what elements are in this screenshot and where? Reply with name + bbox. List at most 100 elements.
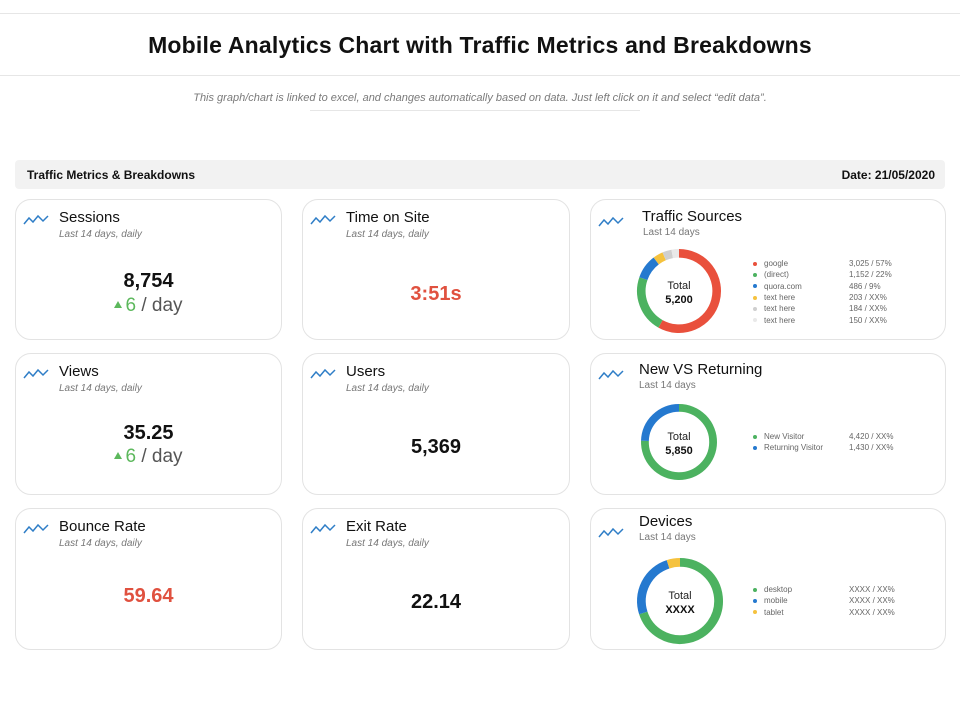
views-card: Views Last 14 days, daily 35.25 6 / day xyxy=(15,353,282,495)
views-rate: 6 / day xyxy=(16,446,281,468)
donut-slice-4 xyxy=(662,249,674,261)
legend-value: 184 / XX% xyxy=(849,304,887,314)
legend-swatch xyxy=(753,295,757,300)
sessions-card: Sessions Last 14 days, daily 8,754 6 / d… xyxy=(15,199,282,340)
legend-label: tablet xyxy=(764,607,784,617)
donut-slice-0 xyxy=(641,404,717,480)
card-subtitle: Last 14 days, daily xyxy=(346,538,429,549)
sessions-rate: 6 / day xyxy=(16,295,281,317)
card-title: Devices xyxy=(639,513,693,530)
card-title: Bounce Rate xyxy=(59,518,146,535)
legend-swatch xyxy=(753,261,757,266)
donut-slice-0 xyxy=(658,249,721,333)
legend-swatch xyxy=(753,434,757,439)
trend-line-icon xyxy=(23,368,49,379)
devices-card: Devices Last 14 days Total XXXX desktop XX… xyxy=(590,508,946,650)
donut-slice-0 xyxy=(639,558,723,644)
header-bar-label: Traffic Metrics & Breakdowns xyxy=(27,167,196,182)
card-title: New VS Returning xyxy=(639,361,763,378)
card-subtitle: Last 14 days xyxy=(643,227,700,238)
time-on-site-card: Time on Site Last 14 days, daily 3:51s xyxy=(302,199,570,340)
donut-center-label: Total xyxy=(668,590,691,602)
devices-legend: desktop XXXX / XX% mobile XXXX / XX% tablet X… xyxy=(753,584,895,618)
legend-item: text here 150 / XX% xyxy=(753,314,892,325)
legend-value: XXXX / XX% xyxy=(849,607,895,617)
legend-item: google 3,025 / 57% xyxy=(753,258,892,269)
traffic-sources-legend: google 3,025 / 57% (direct) 1,152 / 22% quor… xyxy=(753,258,892,326)
trend-line-icon xyxy=(310,368,336,379)
legend-item: Returning Visitor 1,430 / XX% xyxy=(753,442,893,453)
donut-center-label: Total xyxy=(667,431,690,443)
trend-line-icon xyxy=(598,216,624,227)
users-value: 5,369 xyxy=(410,436,462,458)
legend-label: (direct) xyxy=(764,270,789,280)
legend-label: google xyxy=(764,259,789,269)
card-title: Time on Site xyxy=(346,209,430,226)
legend-value: 3,025 / 57% xyxy=(849,259,892,269)
card-title: Exit Rate xyxy=(346,518,407,535)
legend-swatch xyxy=(753,318,757,323)
donut-center-value: XXXX xyxy=(665,604,695,616)
sessions-value: 8,754 xyxy=(123,270,174,292)
rate-unit: / day xyxy=(136,446,183,467)
donut-slice-5 xyxy=(671,249,680,259)
rate-number: 6 xyxy=(125,295,137,316)
bounce-rate-value: 59.64 xyxy=(123,585,174,607)
views-value: 35.25 xyxy=(123,422,174,444)
card-subtitle: Last 14 days xyxy=(639,380,696,391)
exit-rate-value: 22.14 xyxy=(410,591,462,613)
donut-slice-1 xyxy=(641,404,680,442)
new-vs-returning-legend: New Visitor 4,420 / XX% Returning Visitor 1… xyxy=(753,431,893,454)
legend-label: text here xyxy=(764,315,796,325)
legend-value: 1,152 / 22% xyxy=(849,270,892,280)
bounce-rate-card: Bounce Rate Last 14 days, daily 59.64 xyxy=(15,508,282,650)
legend-item: New Visitor 4,420 / XX% xyxy=(753,431,893,442)
legend-swatch xyxy=(753,272,757,277)
legend-label: mobile xyxy=(764,596,788,606)
legend-value: 203 / XX% xyxy=(849,293,887,303)
legend-swatch xyxy=(753,587,757,592)
trend-line-icon xyxy=(310,523,336,534)
devices-donut: Total XXXX xyxy=(637,558,723,644)
legend-item: tablet XXXX / XX% xyxy=(753,607,895,618)
rate-unit: / day xyxy=(136,295,183,316)
legend-swatch xyxy=(753,306,757,311)
time-on-site-value: 3:51s xyxy=(410,283,462,305)
legend-swatch xyxy=(753,598,757,603)
card-subtitle: Last 14 days, daily xyxy=(59,229,142,240)
trend-line-icon xyxy=(23,523,49,534)
header-bar: Traffic Metrics & Breakdowns Date: 21/05… xyxy=(15,160,945,189)
page-subtitle: This graph/chart is linked to excel, and… xyxy=(193,92,767,104)
donut-slice-2 xyxy=(639,257,659,281)
traffic-sources-card: Traffic Sources Last 14 days Total 5,200 … xyxy=(590,199,946,340)
up-arrow-icon xyxy=(114,301,123,308)
donut-slice-1 xyxy=(637,560,670,615)
top-divider xyxy=(0,13,960,14)
legend-item: desktop XXXX / XX% xyxy=(753,584,895,595)
legend-item: text here 203 / XX% xyxy=(753,292,892,303)
legend-label: Returning Visitor xyxy=(764,443,823,453)
users-card: Users Last 14 days, daily 5,369 xyxy=(302,353,570,495)
legend-value: XXXX / XX% xyxy=(849,585,895,595)
up-arrow-icon xyxy=(114,452,123,459)
legend-label: text here xyxy=(764,293,796,303)
header-bar-date: Date: 21/05/2020 xyxy=(841,167,935,182)
donut-center-label: Total xyxy=(667,280,690,292)
legend-swatch xyxy=(753,445,757,450)
donut-center-value: 5,850 xyxy=(665,445,693,457)
donut-slice-1 xyxy=(637,277,663,328)
traffic-sources-donut: Total 5,200 xyxy=(637,249,721,333)
card-subtitle: Last 14 days, daily xyxy=(59,383,142,394)
legend-value: 4,420 / XX% xyxy=(849,432,894,442)
exit-rate-card: Exit Rate Last 14 days, daily 22.14 xyxy=(302,508,570,650)
legend-value: XXXX / XX% xyxy=(849,596,895,606)
subtitle-underline xyxy=(310,110,640,111)
card-title: Views xyxy=(59,363,99,380)
card-subtitle: Last 14 days, daily xyxy=(346,383,429,394)
legend-swatch xyxy=(753,284,757,289)
rate-number: 6 xyxy=(125,446,137,467)
legend-item: quora.com 486 / 9% xyxy=(753,281,892,292)
new-vs-returning-card: New VS Returning Last 14 days Total 5,850… xyxy=(590,353,946,495)
page-title: Mobile Analytics Chart with Traffic Metr… xyxy=(148,32,812,58)
legend-value: 486 / 9% xyxy=(849,281,881,291)
